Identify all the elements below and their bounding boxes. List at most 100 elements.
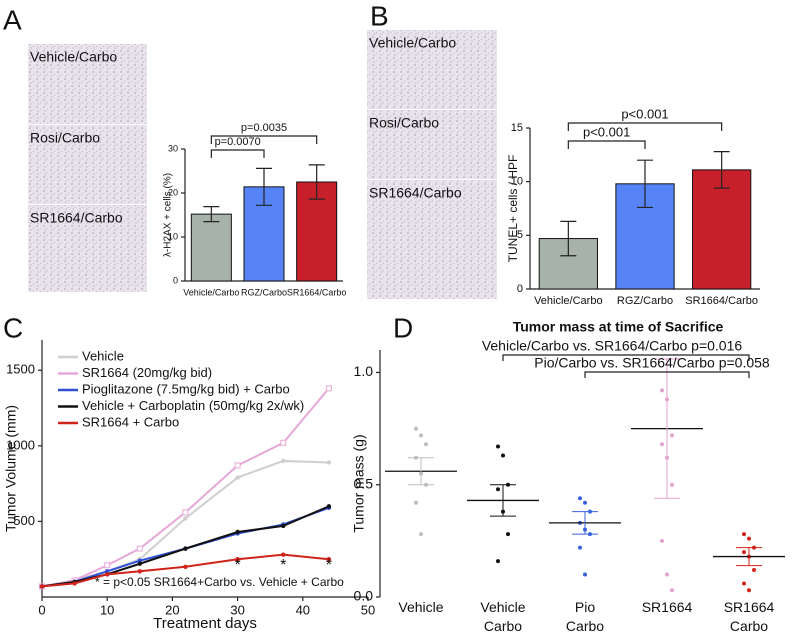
marker <box>326 460 332 465</box>
y-tick-label: 15 <box>511 122 523 134</box>
point <box>419 532 423 537</box>
marker <box>235 529 240 535</box>
y-axis-label: Tumor mass (g) <box>351 434 367 532</box>
legend-label: SR1664 + Carbo <box>82 414 179 429</box>
marker <box>183 546 188 551</box>
point <box>670 588 674 593</box>
micrograph <box>28 125 147 204</box>
y-tick-label: 0.5 <box>354 475 374 491</box>
x-tick-label: Vehicle <box>398 599 444 615</box>
annotation: p<0.001 <box>583 124 630 139</box>
marker <box>137 569 142 574</box>
point <box>496 444 500 449</box>
point <box>660 538 664 543</box>
image-label: SR1664/Carbo <box>30 210 123 226</box>
marker <box>281 523 286 529</box>
point <box>496 487 500 492</box>
point <box>747 588 751 593</box>
marker <box>280 439 287 446</box>
bar <box>190 213 232 282</box>
x-tick-label: SR1664 <box>641 599 693 615</box>
panel-label: D <box>393 312 413 343</box>
point <box>747 536 751 541</box>
marker <box>235 475 240 480</box>
y-tick-label: 0 <box>173 275 178 285</box>
x-tick-label: 20 <box>165 602 179 617</box>
series-line <box>41 553 329 588</box>
marker <box>137 561 142 566</box>
marker <box>326 504 332 509</box>
image-label: Vehicle/Carbo <box>369 35 456 51</box>
error-bar <box>560 220 577 257</box>
micrograph <box>367 110 497 179</box>
footnote: * = p<0.05 SR1664+Carbo vs. Vehicle + Ca… <box>95 575 344 589</box>
panel-label: C <box>3 312 23 343</box>
x-tick-label: SR1664 Carbo <box>723 599 775 634</box>
error-bar <box>203 206 220 223</box>
x-tick-label: Vehicle/Carbo <box>534 295 603 307</box>
series-line <box>41 505 330 588</box>
bracket <box>502 354 750 361</box>
y-tick-label: 10 <box>168 231 178 241</box>
point <box>501 453 505 458</box>
y-tick-label: 500 <box>13 513 35 528</box>
point <box>583 572 587 577</box>
image-label: SR1664/Carbo <box>369 185 462 201</box>
point <box>742 550 746 555</box>
bracket <box>584 371 750 378</box>
panel-label: A <box>3 4 22 35</box>
micrograph <box>367 180 497 299</box>
x-tick-label: RGZ/Carbo <box>617 295 673 307</box>
annotation: Pio/Carbo vs. SR1664/Carbo p=0.058 <box>534 355 770 371</box>
bracket <box>210 135 318 144</box>
point <box>583 500 587 505</box>
bracket <box>210 149 265 158</box>
x-tick-label: SR1664/Carbo <box>685 295 758 307</box>
x-tick-label: SR1664/Carbo <box>287 287 347 297</box>
image-label: Vehicle/Carbo <box>30 49 117 65</box>
legend-label: SR1664 (20mg/kg bid) <box>82 365 212 380</box>
point <box>414 426 418 431</box>
y-tick-label: 10 <box>511 176 523 188</box>
sem-bar <box>408 457 434 486</box>
y-axis-label: λ-H2AX + cells (%) <box>163 173 174 257</box>
annotation: p=0.0035 <box>241 122 287 134</box>
point <box>665 572 669 577</box>
star: * <box>234 557 240 574</box>
micrograph <box>28 44 147 124</box>
y-tick-label: 1500 <box>6 362 35 377</box>
marker <box>72 581 77 586</box>
x-tick-label: 0 <box>38 602 45 617</box>
series-line <box>41 387 330 588</box>
point <box>424 442 428 447</box>
star: * <box>326 557 332 574</box>
error-bar <box>637 159 653 209</box>
x-tick-label: 30 <box>230 602 244 617</box>
y-tick-label: 1.0 <box>354 363 374 379</box>
point <box>578 545 582 550</box>
sem-bar <box>490 484 516 517</box>
x-tick-label: RGZ/Carbo <box>241 287 287 297</box>
bracket <box>567 122 723 131</box>
error-bar <box>308 164 325 200</box>
point <box>578 496 582 501</box>
star: * <box>280 557 286 574</box>
annotation: Vehicle/Carbo vs. SR1664/Carbo p=0.016 <box>482 338 743 354</box>
marker <box>183 516 188 521</box>
y-axis-label: Tumor Volume (mm) <box>3 405 19 532</box>
y-tick-label: 0 <box>517 283 523 295</box>
marker <box>281 552 286 557</box>
sem-bar <box>572 511 598 535</box>
x-tick-label: Vehicle/Carbo <box>183 287 239 297</box>
x-tick-label: Vehicle Carbo <box>480 599 526 634</box>
bar <box>692 169 752 290</box>
x-tick-label: 50 <box>361 602 375 617</box>
point <box>752 568 756 573</box>
point <box>742 581 746 586</box>
y-axis-label: TUNEL+ cells / HPF <box>506 155 520 263</box>
y-tick-label: 1000 <box>6 437 35 452</box>
image-label: Rosi/Carbo <box>369 115 439 131</box>
marker <box>326 557 332 562</box>
